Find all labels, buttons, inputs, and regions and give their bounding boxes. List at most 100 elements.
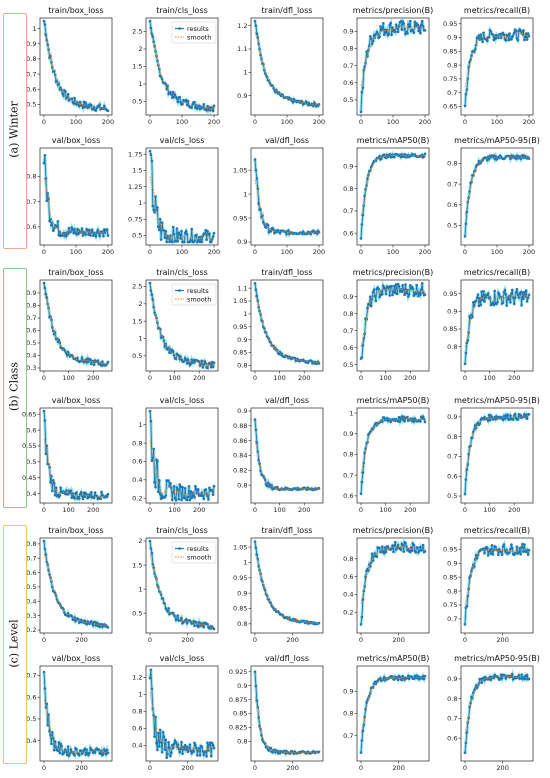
data-point — [512, 302, 516, 306]
x-tick-label: 0 — [359, 636, 363, 644]
data-point — [407, 295, 410, 298]
data-point — [361, 344, 365, 347]
data-point — [79, 491, 83, 494]
y-tick-label: 0.8 — [132, 708, 142, 716]
y-tick-label: 0.4 — [132, 476, 142, 484]
data-point — [186, 495, 190, 499]
panel-title: metrics/recall(B) — [464, 526, 530, 535]
data-point — [59, 486, 62, 489]
data-point — [475, 686, 479, 689]
data-point — [89, 746, 92, 750]
data-point — [97, 748, 100, 751]
data-point — [185, 498, 189, 502]
x-tick-label: 200 — [298, 506, 310, 514]
data-point — [198, 240, 202, 244]
panel-metrics-recall-b-: metrics/recall(B) 0 100 200 0.8 0.85 0.9 0.95 — [443, 268, 534, 382]
data-point — [204, 750, 207, 753]
data-point — [423, 152, 427, 156]
data-point — [207, 749, 210, 752]
y-tick-label: 1 — [138, 691, 142, 699]
x-tick-label: 0 — [253, 764, 257, 772]
x-tick-label: 100 — [379, 506, 391, 514]
x-tick-label: 0 — [42, 248, 46, 256]
data-point — [501, 301, 505, 304]
data-point — [254, 428, 258, 432]
data-point — [523, 290, 526, 294]
data-point — [312, 104, 315, 108]
data-point — [60, 744, 63, 748]
data-point — [85, 622, 88, 626]
data-point — [525, 300, 529, 303]
data-point — [407, 677, 411, 680]
data-point — [176, 743, 180, 746]
data-point — [210, 106, 214, 110]
data-point — [212, 627, 216, 631]
section-label-3: (c) Level — [7, 618, 21, 668]
data-point — [157, 490, 160, 494]
data-point — [160, 751, 164, 754]
data-point — [100, 749, 103, 753]
data-point — [406, 415, 409, 419]
data-point — [59, 86, 62, 90]
y-tick-label: 0.8 — [26, 172, 36, 180]
data-point — [43, 286, 47, 290]
data-point — [102, 234, 105, 238]
section-frame-2 — [3, 268, 27, 508]
x-tick-label: 0 — [253, 248, 257, 256]
data-point — [384, 292, 388, 296]
data-point — [205, 755, 208, 758]
y-tick-label: 0.4 — [26, 737, 36, 745]
y-tick-label: 0.5 — [132, 232, 142, 240]
y-tick-label: 0.9 — [237, 589, 247, 597]
data-point — [254, 24, 258, 28]
data-point — [69, 230, 73, 233]
data-point — [166, 84, 169, 87]
section-label-2: (b) Class — [7, 362, 21, 411]
x-tick-label: 0 — [253, 118, 257, 126]
x-tick-label: 0 — [253, 374, 257, 382]
data-point — [207, 498, 210, 501]
y-tick-label: 0.5 — [132, 352, 142, 360]
series-smooth-line — [43, 438, 108, 498]
y-tick-label: 1 — [138, 585, 142, 593]
y-tick-label: 0.9 — [237, 92, 247, 100]
y-tick-label: 1 — [243, 69, 247, 77]
section-frame-1 — [3, 13, 27, 249]
data-point — [360, 615, 364, 619]
data-point — [69, 489, 73, 493]
data-point — [255, 441, 259, 444]
data-point — [206, 741, 209, 744]
data-point — [407, 293, 411, 296]
x-tick-label: 0 — [42, 506, 46, 514]
data-point — [253, 540, 257, 543]
data-point — [196, 754, 199, 757]
y-tick-label: 0.8 — [343, 451, 353, 459]
data-point — [500, 553, 504, 556]
y-tick-label: 0.84 — [233, 452, 247, 460]
data-point — [392, 290, 395, 293]
y-tick-label: 0.3 — [26, 612, 36, 620]
data-point — [63, 234, 66, 238]
data-point — [52, 227, 56, 230]
data-point — [68, 491, 72, 495]
y-tick-label: 1 — [243, 310, 247, 318]
data-point — [171, 746, 175, 750]
y-tick-label: 0.8 — [343, 710, 353, 718]
data-point — [42, 409, 46, 413]
data-point — [205, 238, 208, 241]
y-tick-label: 0.7 — [447, 89, 457, 97]
data-point — [501, 418, 505, 422]
data-point — [212, 747, 216, 750]
data-point — [509, 548, 512, 551]
data-point — [504, 550, 508, 554]
data-point — [378, 546, 381, 550]
data-point — [502, 543, 506, 546]
data-point — [88, 751, 91, 755]
data-point — [174, 498, 178, 502]
panel-train-box-loss: train/box_loss 0 100 200 0.3 0.4 0.5 0.6 0.7 0.8 0… — [26, 268, 113, 382]
data-point — [506, 34, 510, 37]
data-point — [377, 287, 380, 291]
data-point — [203, 232, 206, 236]
data-point — [423, 293, 427, 296]
y-tick-label: 2 — [138, 45, 142, 53]
